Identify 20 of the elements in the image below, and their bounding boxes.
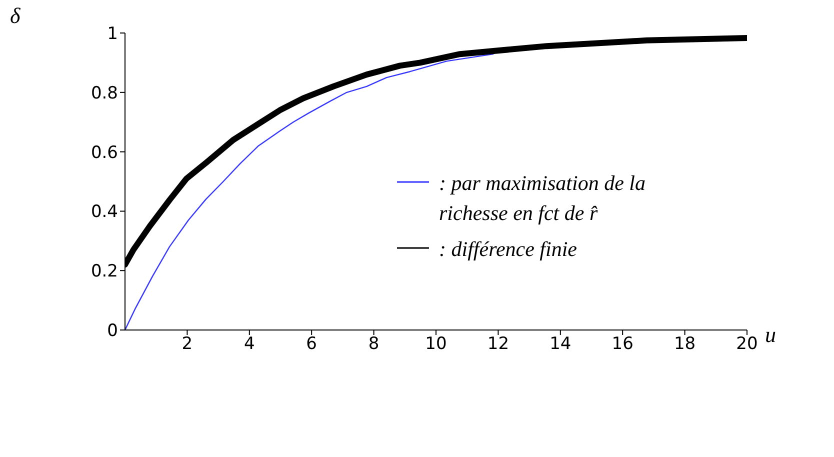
y-axis-title: δ [10,3,21,28]
x-tick-label: 14 [550,334,572,354]
x-tick-label: 20 [736,334,758,354]
y-tick-label: 0.8 [90,83,118,104]
x-tick-label: 2 [182,334,193,354]
y-tick-label: 0.6 [90,142,118,163]
x-tick-label: 6 [306,334,318,354]
y-tick-label: 1 [107,24,118,44]
x-axis-title: u [765,322,776,347]
y-tick-label: 0 [107,321,118,342]
y-tick-label: 0.2 [90,262,118,282]
x-tick-label: 4 [244,334,255,354]
y-tick-label: 0.4 [90,202,118,222]
x-tick-label: 8 [368,334,380,354]
x-tick-label: 12 [487,334,510,354]
x-tick-label: 10 [425,334,447,354]
legend-label: : différence finie [439,236,577,263]
legend-label: : par maximisation de la richesse en fct de r̂ [439,170,646,227]
x-tick-label: 16 [612,334,634,354]
x-tick-label: 18 [674,334,696,354]
